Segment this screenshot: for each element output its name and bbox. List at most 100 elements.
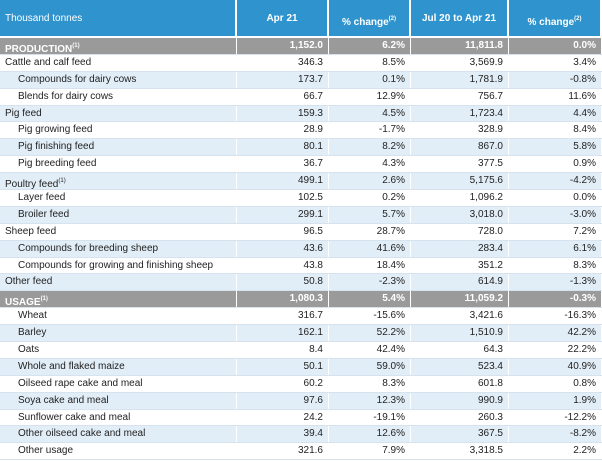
value-cell: 7.2%	[509, 223, 602, 240]
value-cell: 102.5	[237, 190, 329, 206]
label: Sunflower cake and meal	[18, 411, 131, 423]
label: Pig feed	[5, 107, 42, 119]
value-cell: 39.4	[237, 426, 329, 443]
label: Sheep feed	[5, 225, 57, 237]
value-cell: 316.7	[237, 308, 329, 325]
value-cell: 8.3%	[329, 375, 411, 392]
group-row: Soya cake and meal 97.6 12.3% 990.9 1.9%	[0, 392, 602, 410]
value-cell: 260.3	[411, 409, 509, 426]
value-cell: -3.0%	[509, 206, 602, 223]
value-cell: 601.8	[411, 375, 509, 392]
value-cell: 24.2	[237, 409, 329, 426]
value-cell: 8.5%	[329, 54, 411, 71]
row-label: Pig growing feed	[0, 122, 237, 139]
value-cell: 12.3%	[329, 392, 411, 409]
label: Other usage	[18, 445, 74, 457]
label: Oats	[18, 344, 40, 356]
label: Blends for dairy cows	[18, 90, 114, 102]
value-cell: 0.0%	[509, 38, 602, 54]
row-label: Blends for dairy cows	[0, 88, 237, 105]
header-text: % change	[341, 17, 389, 28]
row-label: Sunflower cake and meal	[0, 409, 237, 426]
label: Broiler feed	[18, 208, 70, 220]
value-cell: 11,811.8	[411, 38, 509, 54]
row-label: Barley	[0, 325, 237, 342]
value-cell: -12.2%	[509, 409, 602, 426]
header-text: Jul 20 to Apr 21	[421, 13, 497, 24]
group-row: Pig feed 159.3 4.5% 1,723.4 4.4%	[0, 105, 602, 123]
header-cell: % change(2)	[329, 0, 411, 36]
item-row: Compounds for dairy cows 173.7 0.1% 1,781.9…	[0, 71, 602, 89]
value-cell: 12.6%	[329, 426, 411, 443]
group-row: Cattle and calf feed 346.3 8.5% 3,569.9 3.4%	[0, 54, 602, 72]
group-row: Wheat 316.7 -15.6% 3,421.6 -16.3%	[0, 308, 602, 326]
row-label: Layer feed	[0, 190, 237, 206]
value-cell: 173.7	[237, 71, 329, 88]
header-row: Thousand tonnes Apr 21% change(2) Jul 20 t…	[0, 0, 602, 38]
value-cell: 11,059.2	[411, 291, 509, 308]
row-label: Pig finishing feed	[0, 139, 237, 156]
group-row: Sunflower cake and meal 24.2 -19.1% 260.3 -1…	[0, 409, 602, 427]
value-cell: 162.1	[237, 325, 329, 342]
value-cell: 1.9%	[509, 392, 602, 409]
value-cell: 5.4%	[329, 291, 411, 308]
row-label: Other oilseed cake and meal	[0, 426, 237, 443]
label: Whole and flaked maize	[18, 360, 125, 372]
row-label: Pig feed	[0, 105, 237, 122]
value-cell: -2.3%	[329, 274, 411, 291]
value-cell: 12.9%	[329, 88, 411, 105]
value-cell: 0.1%	[329, 71, 411, 88]
value-cell: 523.4	[411, 358, 509, 375]
label: Compounds for breeding sheep	[18, 242, 159, 254]
value-cell: 0.9%	[509, 156, 602, 173]
value-cell: 97.6	[237, 392, 329, 409]
value-cell: 0.0%	[509, 190, 602, 206]
footnote-mark: (2)	[574, 16, 582, 22]
value-cell: 28.7%	[329, 223, 411, 240]
value-cell: 377.5	[411, 156, 509, 173]
row-label: PRODUCTION(1)	[0, 38, 237, 54]
row-label: Pig breeding feed	[0, 156, 237, 173]
value-cell: 990.9	[411, 392, 509, 409]
value-cell: 499.1	[237, 173, 329, 190]
value-cell: 299.1	[237, 206, 329, 223]
value-cell: 18.4%	[329, 257, 411, 274]
value-cell: 4.4%	[509, 105, 602, 122]
label: Other feed	[5, 276, 53, 288]
value-cell: -1.3%	[509, 274, 602, 291]
value-cell: 328.9	[411, 122, 509, 139]
value-cell: 5,175.6	[411, 173, 509, 190]
value-cell: 3,018.0	[411, 206, 509, 223]
group-row: Sheep feed 96.5 28.7% 728.0 7.2%	[0, 223, 602, 241]
label: PRODUCTION	[5, 44, 73, 54]
value-cell: 5.7%	[329, 206, 411, 223]
item-row: Compounds for breeding sheep 43.6 41.6% 283…	[0, 240, 602, 258]
group-row: Oats 8.4 42.4% 64.3 22.2%	[0, 342, 602, 359]
value-cell: 1,096.2	[411, 190, 509, 206]
value-cell: 3,318.5	[411, 443, 509, 460]
item-row: Pig finishing feed 80.1 8.2% 867.0 5.8%	[0, 139, 602, 157]
label: Pig breeding feed	[18, 158, 97, 170]
value-cell: -4.2%	[509, 173, 602, 190]
row-label: Whole and flaked maize	[0, 358, 237, 375]
value-cell: 43.8	[237, 257, 329, 274]
value-cell: 346.3	[237, 54, 329, 71]
value-cell: 728.0	[411, 223, 509, 240]
value-cell: 59.0%	[329, 358, 411, 375]
row-label: Compounds for dairy cows	[0, 71, 237, 88]
value-cell: 43.6	[237, 240, 329, 257]
row-label: Other usage	[0, 443, 237, 460]
value-cell: 50.8	[237, 274, 329, 291]
value-cell: 8.4%	[509, 122, 602, 139]
value-cell: 8.3%	[509, 257, 602, 274]
value-cell: 1,152.0	[237, 38, 329, 54]
label: Compounds for dairy cows	[18, 73, 137, 85]
value-cell: 52.2%	[329, 325, 411, 342]
value-cell: -1.7%	[329, 122, 411, 139]
row-label: Soya cake and meal	[0, 392, 237, 409]
value-cell: -16.3%	[509, 308, 602, 325]
value-cell: 42.2%	[509, 325, 602, 342]
value-cell: 5.8%	[509, 139, 602, 156]
item-row: Compounds for growing and finishing shee…	[0, 257, 602, 275]
value-cell: 351.2	[411, 257, 509, 274]
